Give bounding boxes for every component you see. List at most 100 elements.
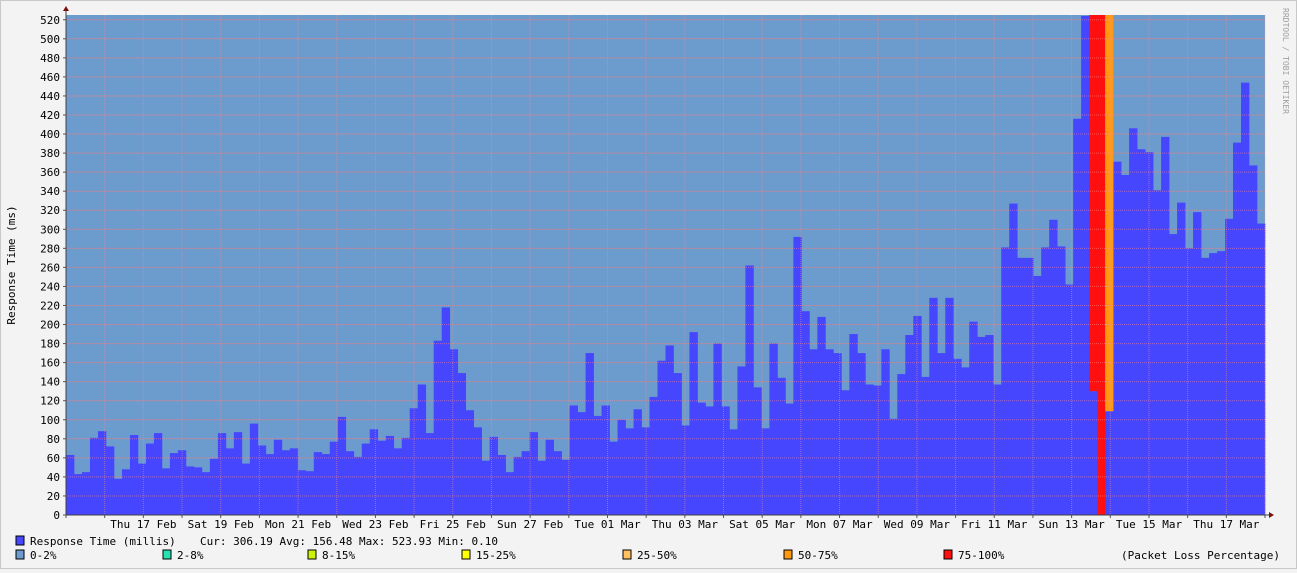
loss-legend-label: 75-100% (958, 549, 1005, 562)
bar (849, 334, 858, 515)
loss-legend-label: 0-2% (30, 549, 57, 562)
y-axis-title: Response Time (ms) (5, 205, 18, 324)
y-tick-label: 220 (40, 299, 60, 312)
bar (833, 353, 842, 515)
y-tick-label: 380 (40, 147, 60, 160)
bar (1249, 165, 1258, 516)
loss-legend-swatch (783, 549, 793, 560)
y-tick-label: 520 (40, 14, 60, 27)
bar (1025, 257, 1034, 515)
loss-legend-label: 2-8% (177, 549, 204, 562)
bar (705, 406, 714, 515)
loss-legend-label: 15-25% (476, 549, 516, 562)
bar (801, 311, 810, 515)
bar (545, 439, 554, 515)
y-tick-label: 440 (40, 90, 60, 103)
bar (321, 454, 331, 515)
y-tick-label: 280 (40, 242, 60, 255)
loss-legend-label: 8-15% (322, 549, 355, 562)
x-tick-label: Sat 19 Feb (188, 518, 254, 531)
bar (1121, 175, 1130, 515)
bar (857, 353, 866, 515)
bar (1049, 219, 1058, 515)
bar (385, 435, 395, 515)
bar (257, 445, 267, 515)
bar (1073, 118, 1082, 515)
x-axis-arrow (1269, 512, 1274, 518)
bar (841, 390, 850, 515)
loss-marker (1089, 15, 1098, 392)
bar (1033, 275, 1042, 515)
bar (537, 460, 546, 515)
bar (97, 431, 107, 515)
bar (945, 297, 954, 515)
bar (153, 433, 163, 515)
x-tick-label: Fri 11 Mar (961, 518, 1028, 531)
bar (265, 454, 275, 515)
bar (145, 443, 155, 515)
y-tick-label: 340 (40, 185, 60, 198)
x-tick-label: Sun 13 Mar (1038, 518, 1105, 531)
x-tick-label: Sun 27 Feb (497, 518, 563, 531)
y-axis-arrow (63, 6, 69, 11)
bar (769, 343, 778, 515)
x-tick-label: Mon 07 Mar (806, 518, 873, 531)
loss-marker (1105, 15, 1114, 412)
x-tick-label: Thu 03 Mar (652, 518, 719, 531)
y-tick-label: 120 (40, 395, 60, 408)
bar (337, 416, 347, 515)
bar (697, 402, 706, 515)
bar (497, 455, 506, 515)
bar (489, 436, 498, 515)
bar (1065, 284, 1074, 515)
bar (897, 374, 906, 515)
bar (393, 448, 403, 515)
bar (521, 451, 530, 515)
bar (1001, 247, 1010, 515)
loss-legend-swatch (461, 549, 471, 560)
bar (553, 451, 562, 515)
bar (1089, 391, 1098, 515)
bar (761, 428, 770, 515)
bar (985, 335, 994, 515)
bar (649, 396, 658, 515)
bar (177, 450, 187, 515)
loss-legend-swatch (943, 549, 953, 560)
bar (1153, 190, 1162, 516)
loss-legend-label: 25-50% (637, 549, 677, 562)
bar (1169, 234, 1178, 516)
bar (809, 349, 818, 515)
loss-legend-swatch (15, 549, 25, 560)
x-tick-label: Tue 01 Mar (574, 518, 641, 531)
bar (745, 265, 754, 515)
loss-legend-label: 50-75% (798, 549, 838, 562)
bar (1161, 136, 1170, 515)
bar (561, 459, 570, 515)
bar (609, 441, 618, 515)
y-tick-label: 320 (40, 204, 60, 217)
bar (713, 343, 722, 515)
bar (865, 384, 874, 515)
y-tick-label: 160 (40, 357, 60, 370)
bar (1193, 212, 1202, 515)
bar (73, 474, 83, 515)
bar (1041, 247, 1050, 515)
bar (873, 385, 882, 515)
bar (993, 384, 1002, 515)
bar (569, 405, 578, 515)
bar (305, 471, 315, 515)
bar (329, 441, 339, 515)
y-tick-label: 0 (53, 509, 60, 522)
bar (417, 384, 427, 515)
bar (169, 453, 179, 515)
bar (593, 415, 602, 515)
bar (353, 456, 363, 515)
x-tick-label: Mon 21 Feb (265, 518, 331, 531)
y-tick-label: 20 (47, 490, 60, 503)
bar (465, 410, 475, 515)
bar (889, 418, 898, 515)
bar (1185, 248, 1194, 515)
bar (249, 423, 259, 515)
bar (137, 463, 147, 515)
bar (457, 373, 467, 515)
